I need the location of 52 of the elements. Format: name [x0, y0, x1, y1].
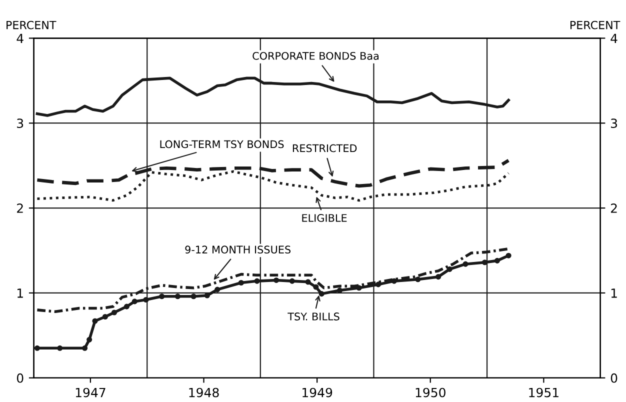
- point: [92, 318, 98, 324]
- point: [375, 282, 382, 288]
- point: [289, 278, 295, 284]
- x-tick-label: 1948: [189, 388, 219, 398]
- point: [102, 314, 108, 320]
- x-tick-label: 1950: [416, 388, 446, 398]
- point: [506, 252, 512, 258]
- y-tick-label: 0: [16, 373, 24, 383]
- point: [494, 258, 500, 264]
- point: [446, 266, 452, 272]
- y-tick-label: 1: [18, 288, 23, 298]
- annotation: CORPORATE BONDS Baa: [252, 52, 379, 60]
- x-tick-label: 1951: [529, 388, 558, 398]
- y2-tick-label: 2: [610, 204, 617, 213]
- y-tick-label: 4: [16, 34, 24, 43]
- point: [313, 284, 319, 290]
- annotation: LONG-TERM TSY BONDS: [160, 140, 284, 148]
- y2-tick-label: 0: [610, 373, 618, 383]
- point: [124, 304, 130, 310]
- point: [86, 336, 92, 342]
- y-tick-label: 3: [17, 118, 24, 128]
- x-tick-label: 1949: [302, 388, 332, 398]
- annotation: ELIGIBLE: [302, 214, 347, 222]
- point: [238, 280, 244, 286]
- point: [415, 276, 421, 282]
- point: [462, 261, 468, 267]
- point: [111, 310, 118, 316]
- y2-tick-label: 3: [611, 118, 618, 128]
- point: [82, 345, 88, 351]
- point: [174, 294, 180, 300]
- point: [305, 279, 311, 285]
- y-axis-title: PERCENT: [6, 20, 56, 30]
- y2-tick-label: 4: [610, 34, 618, 43]
- point: [34, 345, 40, 351]
- annotation: 9-12 MONTH ISSUES: [185, 246, 291, 254]
- point: [190, 294, 196, 300]
- annotation: TSY. BILLS: [288, 312, 340, 320]
- point: [356, 285, 362, 291]
- point: [143, 296, 149, 303]
- point: [274, 277, 280, 283]
- x-tick-label: 1947: [76, 388, 106, 398]
- annotation: RESTRICTED: [292, 144, 357, 152]
- y2-axis-title: PERCENT: [570, 20, 620, 30]
- point: [436, 274, 442, 280]
- y-tick-label: 2: [17, 204, 23, 213]
- point: [159, 294, 165, 300]
- y2-tick-label: 1: [611, 288, 617, 298]
- point: [214, 286, 220, 292]
- point: [57, 345, 63, 351]
- point: [318, 291, 324, 297]
- point: [254, 278, 260, 284]
- point: [132, 298, 138, 304]
